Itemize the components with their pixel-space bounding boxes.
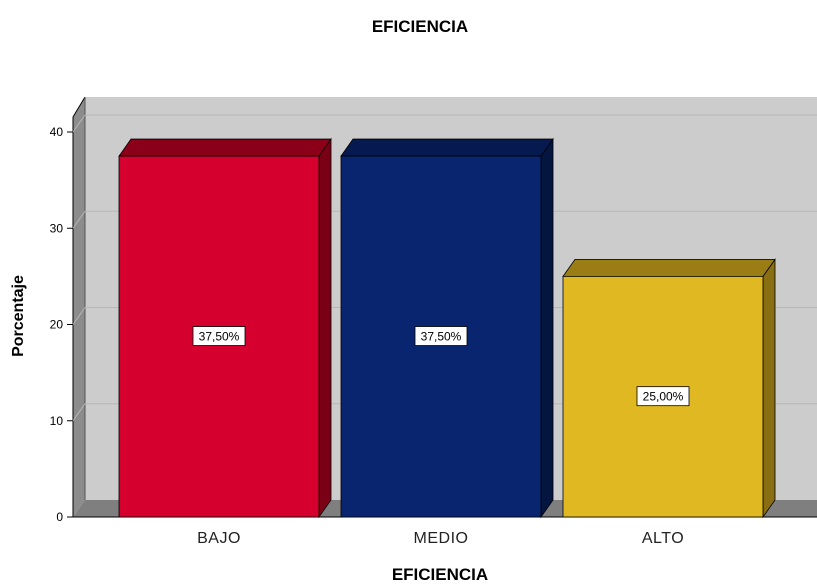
chart-left-wall xyxy=(73,97,85,517)
x-tick-label: ALTO xyxy=(642,530,684,547)
chart-title: EFICIENCIA xyxy=(372,17,468,36)
x-tick-label: MEDIO xyxy=(414,530,469,547)
data-label: 25,00% xyxy=(643,390,684,404)
gridline-depth xyxy=(72,114,86,133)
bar-side xyxy=(318,137,332,519)
y-axis-label: Porcentaje xyxy=(10,275,27,357)
bar-top xyxy=(118,138,332,157)
bar-side xyxy=(540,137,554,519)
y-axis: 0 10 20 30 40 xyxy=(50,125,73,524)
x-axis-label: EFICIENCIA xyxy=(392,565,488,584)
data-label: 37,50% xyxy=(199,330,240,344)
data-label-box xyxy=(636,386,690,407)
gridline-depth xyxy=(72,307,86,325)
bar-alto: 25,00% xyxy=(562,258,776,519)
bar-medio: 37,50% xyxy=(340,137,554,519)
y-tick-label: 30 xyxy=(50,221,64,235)
y-tick-label: 10 xyxy=(50,414,64,428)
chart-top-edge xyxy=(72,96,86,118)
data-label-box xyxy=(414,326,468,346)
data-label: 37,50% xyxy=(421,330,462,344)
bar-bajo: 37,50% xyxy=(118,137,332,519)
data-label-box xyxy=(192,326,246,346)
y-tick-label: 20 xyxy=(50,318,64,332)
y-tick-label: 0 xyxy=(56,510,63,524)
bar-top xyxy=(340,138,554,157)
bar-side xyxy=(762,258,776,519)
bar-top xyxy=(562,258,776,277)
x-tick-label: BAJO xyxy=(197,530,241,547)
x-axis: BAJO MEDIO ALTO xyxy=(197,530,684,547)
gridline-depth xyxy=(72,403,86,422)
bars: 37,50% 37,50% 25,00% xyxy=(118,137,776,519)
y-tick-label: 40 xyxy=(50,125,64,139)
gridline-depth xyxy=(72,210,86,229)
